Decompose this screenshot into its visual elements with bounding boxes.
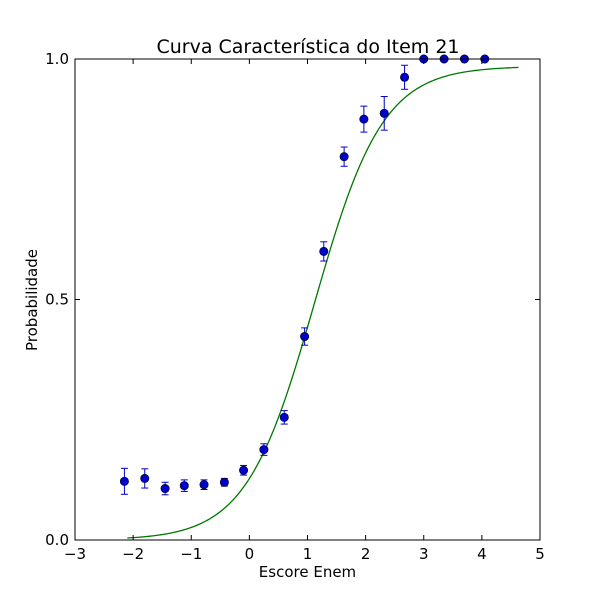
x-tick-label: 4	[477, 545, 487, 563]
data-point	[400, 72, 410, 82]
data-point	[179, 481, 189, 491]
data-point	[359, 114, 369, 124]
data-point	[379, 108, 389, 118]
data-point	[339, 152, 349, 162]
data-point	[300, 332, 310, 342]
data-point	[219, 477, 229, 487]
y-tick-label: 0.0	[45, 531, 69, 549]
x-tick-label: 2	[361, 545, 371, 563]
data-point	[140, 473, 150, 483]
x-tick-label: 5	[535, 545, 545, 563]
plot-frame	[74, 58, 541, 541]
data-point	[319, 246, 329, 256]
logistic-curve	[127, 66, 519, 539]
x-tick-label: −1	[180, 545, 202, 563]
x-tick-label: 1	[303, 545, 313, 563]
points-layer	[119, 54, 490, 496]
data-point	[279, 412, 289, 422]
data-point	[239, 465, 249, 475]
y-axis-label: Probabilidade	[23, 249, 41, 351]
x-axis-label: Escore Enem	[259, 563, 356, 581]
x-tick-label: 0	[245, 545, 255, 563]
data-point	[199, 480, 209, 490]
x-tick-label: −2	[122, 545, 144, 563]
x-tick-label: −3	[64, 545, 86, 563]
data-point	[160, 484, 170, 494]
ticks-layer: −3 −2 −1 0 1 2 3 4 5 0.0 0.5 1.0	[45, 50, 545, 563]
data-point	[259, 445, 269, 455]
data-point	[119, 476, 129, 486]
curve-layer	[127, 66, 519, 539]
y-tick-label: 0.5	[45, 291, 69, 309]
x-tick-label: 3	[419, 545, 429, 563]
y-tick-label: 1.0	[45, 50, 69, 68]
chart-title: Curva Característica do Item 21	[156, 36, 459, 58]
